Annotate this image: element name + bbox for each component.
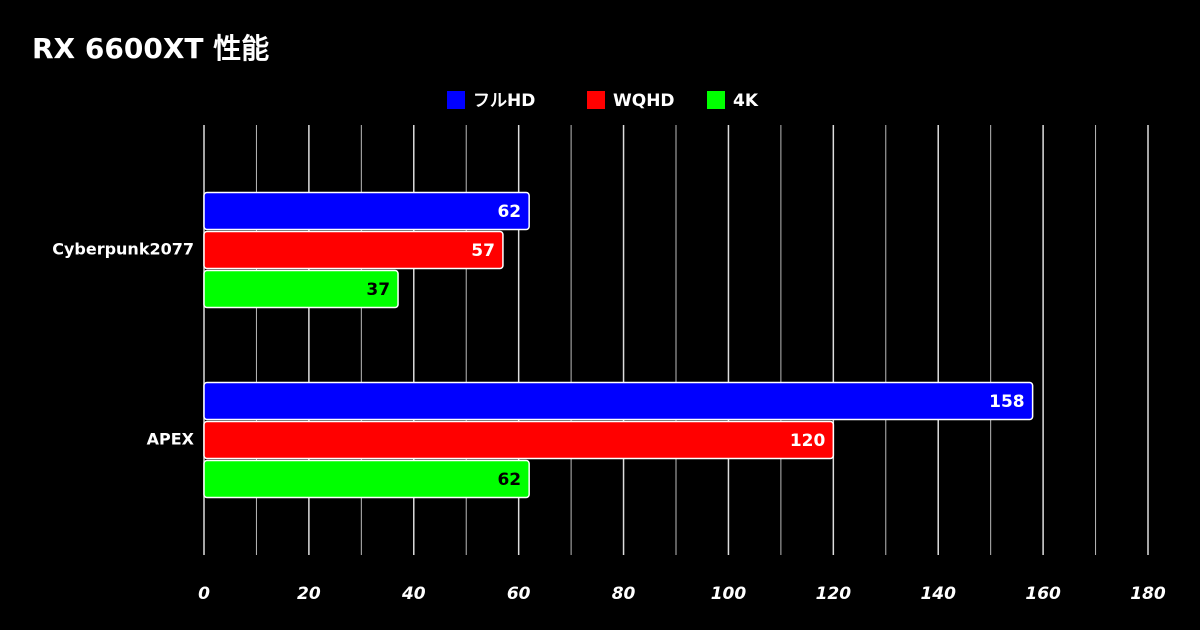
data-label: 158 [989,392,1025,412]
x-tick-label: 160 [1025,584,1061,604]
x-tick-label: 20 [297,584,321,604]
x-tick-label: 60 [507,584,531,604]
legend-label: 4K [733,91,759,111]
data-label: 62 [497,202,521,222]
legend-swatch [707,91,725,109]
x-tick-label: 100 [711,584,747,604]
data-label: 62 [497,470,521,490]
bar [203,381,1034,421]
x-tick-label: 120 [816,584,852,604]
legend-swatch [587,91,605,109]
data-label: 120 [790,431,826,451]
legend-swatch [447,91,465,109]
x-tick-label: 0 [198,584,210,604]
bar [203,459,530,499]
legend-label: フルHD [473,91,535,111]
chart-title: RX 6600XT 性能 [32,32,269,65]
bar [203,230,504,270]
bar [203,269,399,309]
x-tick-label: 140 [920,584,956,604]
y-tick-label: APEX [147,430,195,449]
data-label: 57 [471,241,495,261]
data-label: 37 [366,280,390,300]
y-tick-label: Cyberpunk2077 [52,240,194,259]
x-tick-label: 40 [401,584,426,604]
bar [203,420,835,460]
x-tick-label: 80 [612,584,636,604]
x-tick-label: 180 [1130,584,1166,604]
legend-label: WQHD [613,91,675,111]
bar [203,191,530,231]
